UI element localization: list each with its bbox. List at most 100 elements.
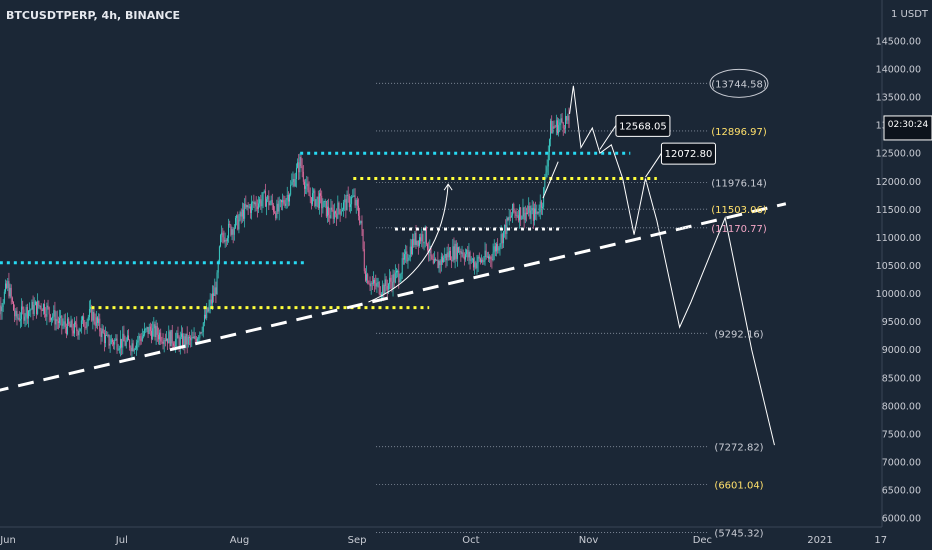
target-level-label: (5745.32)	[714, 528, 763, 539]
candle-body	[390, 277, 392, 282]
candle-body	[128, 335, 129, 341]
candle-body	[555, 120, 557, 128]
candle-body	[289, 194, 290, 202]
candle-body	[94, 321, 96, 326]
candle-body	[340, 211, 342, 215]
candle-body	[465, 254, 466, 260]
candle-body	[244, 203, 246, 219]
candle-body	[327, 206, 328, 217]
candle-body	[76, 324, 78, 331]
candle-body	[56, 319, 58, 322]
candle-body	[59, 317, 60, 324]
candle-body	[195, 339, 197, 343]
candle-body	[312, 193, 313, 205]
candle-body	[6, 283, 8, 288]
candle-body	[383, 284, 385, 294]
candle-body	[537, 211, 539, 214]
candle-body	[179, 336, 181, 348]
candle-body	[154, 324, 156, 338]
candle-body	[64, 321, 66, 327]
candle-body	[88, 308, 90, 317]
candle-body	[538, 212, 540, 214]
candle-body	[508, 216, 510, 221]
candle-body	[324, 201, 326, 203]
candle-body	[440, 256, 442, 266]
candle-body	[497, 243, 499, 251]
candle-body	[101, 328, 103, 338]
candle-body	[218, 246, 220, 263]
candle-body	[246, 205, 248, 208]
candle-body	[143, 334, 144, 337]
candle-body	[229, 223, 231, 226]
candle-body	[46, 305, 48, 317]
candle-body	[270, 199, 272, 204]
candle-body	[19, 319, 21, 321]
candle-body	[379, 294, 381, 296]
candle-body	[18, 317, 20, 321]
candle-body	[121, 338, 123, 348]
candle-body	[392, 274, 394, 289]
candle-body	[294, 178, 296, 186]
candle-body	[51, 317, 52, 321]
candle-body	[540, 201, 542, 208]
candle-body	[224, 240, 226, 242]
candle-body	[241, 209, 243, 217]
candle-body	[3, 291, 5, 303]
candle-body	[37, 300, 39, 314]
candle-body	[162, 341, 164, 344]
candle-body	[255, 202, 257, 207]
candle-body	[198, 337, 200, 339]
candle-body	[182, 333, 184, 347]
candle-body	[534, 208, 535, 221]
candle-body	[471, 258, 473, 260]
candle-body	[492, 252, 494, 261]
candle-body	[122, 333, 124, 348]
candle-body	[90, 306, 92, 309]
candle-body	[98, 318, 100, 323]
candle-body	[448, 250, 450, 258]
price-tick-label: 6000.00	[882, 514, 921, 525]
candle-body	[525, 212, 527, 214]
rising-trendline	[0, 202, 787, 392]
candle-body	[305, 186, 307, 189]
candle-body	[293, 178, 295, 186]
price-tick-label: 10500.00	[876, 261, 921, 272]
candle-body	[401, 258, 403, 274]
candle-body	[233, 227, 235, 235]
candle-body	[91, 306, 93, 321]
candle-body	[268, 195, 270, 206]
candle-body	[17, 317, 19, 319]
candle-body	[200, 332, 202, 334]
candle-body	[423, 242, 425, 244]
candle-body	[44, 304, 46, 314]
candle-body	[307, 183, 309, 191]
target-level-label: (11976.14)	[711, 179, 767, 190]
candle-body	[191, 337, 193, 341]
price-tick-label: 9000.00	[882, 345, 921, 356]
candle-body	[178, 338, 180, 348]
candle-body	[83, 316, 85, 327]
callout-box	[615, 114, 671, 137]
candle-body	[419, 237, 420, 246]
candle-body	[558, 125, 560, 134]
time-tick-label: Jul	[115, 535, 128, 546]
candle-body	[368, 283, 370, 285]
target-circle-highlight	[709, 68, 769, 98]
candle-body	[476, 263, 478, 269]
candle-body	[217, 262, 219, 273]
candle-body	[107, 334, 109, 336]
candle-body	[416, 240, 418, 246]
candle-body	[2, 302, 4, 308]
candle-body	[491, 259, 493, 261]
candle-body	[433, 258, 435, 264]
candle-body	[103, 333, 105, 344]
candle-body	[461, 252, 463, 254]
candle-body	[364, 271, 366, 281]
candle-body	[97, 317, 98, 323]
candle-body	[314, 190, 316, 207]
candle-body	[509, 216, 511, 218]
candle-body	[347, 194, 349, 196]
candle-body	[363, 248, 365, 272]
candle-body	[451, 260, 453, 262]
